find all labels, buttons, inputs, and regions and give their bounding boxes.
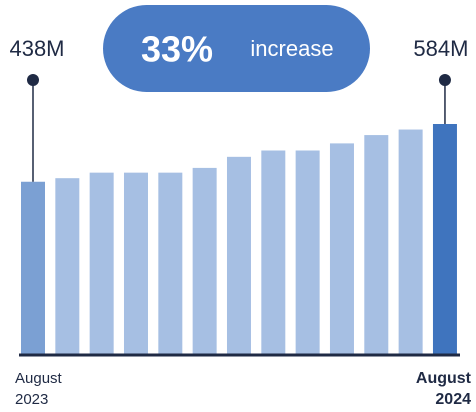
bar (123, 172, 148, 355)
bar (432, 124, 457, 355)
value-label: 584M (413, 36, 468, 61)
bar (226, 156, 251, 355)
bar (398, 129, 423, 355)
bar (55, 178, 80, 355)
headline-pill (103, 5, 370, 92)
bar (261, 150, 286, 355)
bar (329, 143, 354, 355)
headline-value: 33% (141, 29, 213, 70)
bar (295, 150, 320, 355)
bar (158, 172, 183, 355)
label-dot (438, 74, 451, 86)
value-label: 438M (9, 36, 64, 61)
bar (364, 135, 389, 355)
x-tick-label: August 2023 (15, 370, 62, 408)
label-dot (27, 74, 39, 86)
headline-text: increase (250, 36, 333, 61)
bar (192, 167, 217, 355)
x-tick-label: August 2024 (415, 370, 471, 408)
bar (89, 172, 114, 355)
bar (21, 181, 45, 355)
